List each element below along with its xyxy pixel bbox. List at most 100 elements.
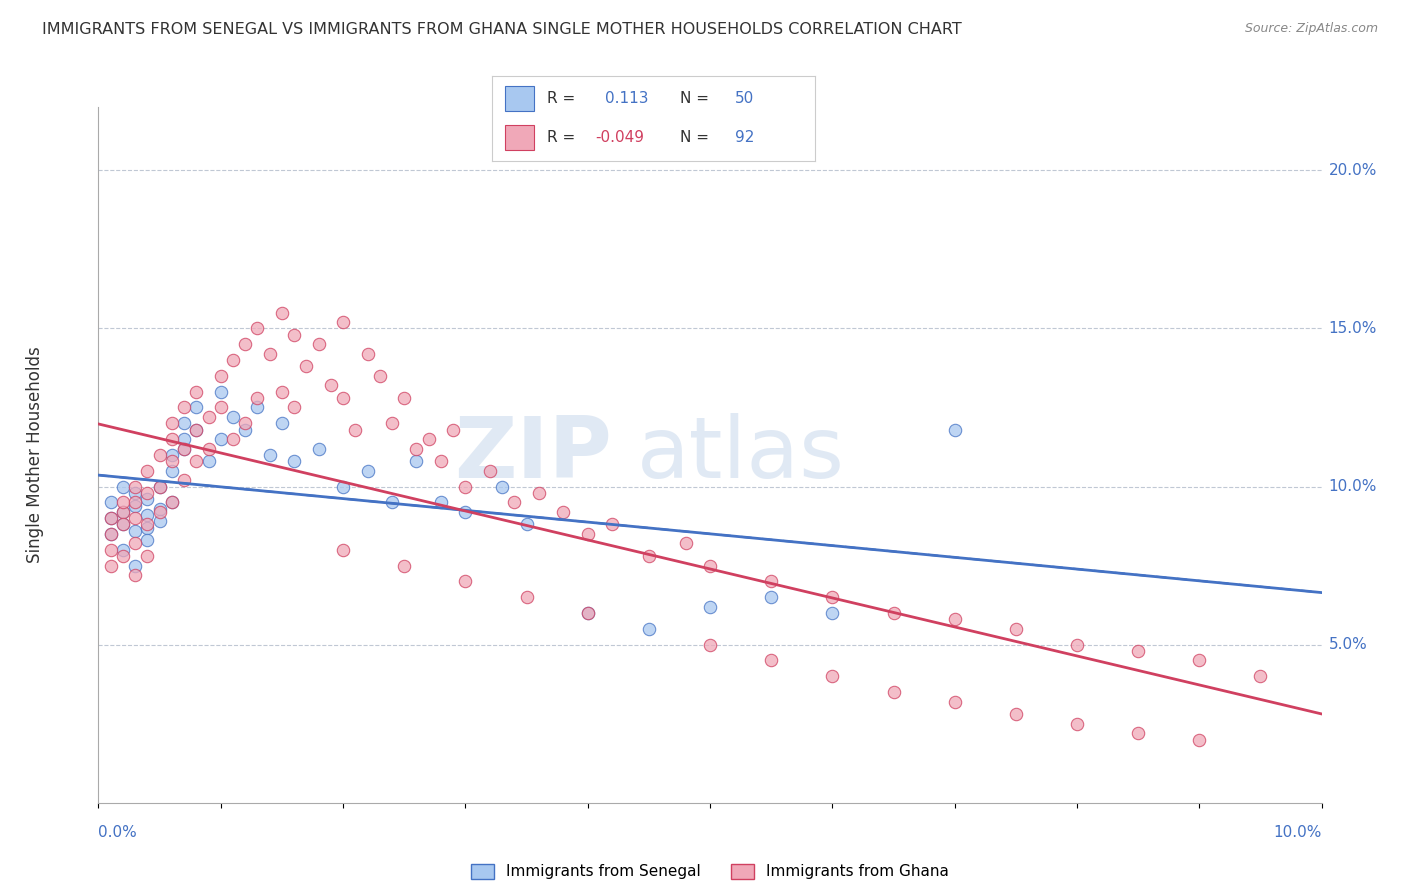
- Point: [405, 454, 427, 468]
- Point: [222, 432, 245, 446]
- Point: [111, 542, 134, 557]
- Point: [160, 417, 183, 431]
- Point: [332, 479, 354, 493]
- Point: [759, 574, 782, 589]
- Point: [392, 558, 416, 573]
- Text: 0.113: 0.113: [605, 91, 648, 106]
- Point: [136, 521, 159, 535]
- Point: [222, 353, 245, 368]
- Text: N =: N =: [679, 130, 709, 145]
- Point: [344, 423, 367, 437]
- Point: [491, 479, 513, 493]
- Point: [1249, 669, 1271, 683]
- Point: [332, 315, 354, 329]
- Point: [637, 622, 661, 636]
- Point: [430, 454, 453, 468]
- Point: [527, 486, 550, 500]
- Point: [111, 495, 134, 509]
- Point: [259, 347, 281, 361]
- Point: [100, 558, 122, 573]
- Point: [160, 495, 183, 509]
- Text: Source: ZipAtlas.com: Source: ZipAtlas.com: [1244, 22, 1378, 36]
- Point: [430, 495, 453, 509]
- Point: [246, 401, 269, 415]
- Point: [381, 417, 404, 431]
- Point: [1188, 653, 1211, 667]
- Point: [1004, 622, 1026, 636]
- Point: [100, 527, 122, 541]
- Point: [100, 542, 122, 557]
- Point: [100, 495, 122, 509]
- Point: [821, 591, 844, 605]
- Point: [1004, 707, 1026, 722]
- Point: [160, 464, 183, 478]
- Point: [332, 391, 354, 405]
- Point: [233, 337, 256, 351]
- Point: [124, 479, 146, 493]
- Point: [124, 486, 146, 500]
- Text: 0.0%: 0.0%: [98, 825, 138, 840]
- Legend: Immigrants from Senegal, Immigrants from Ghana: Immigrants from Senegal, Immigrants from…: [465, 857, 955, 886]
- Point: [1066, 716, 1088, 731]
- Point: [197, 409, 219, 424]
- Text: 20.0%: 20.0%: [1329, 163, 1376, 178]
- Point: [100, 527, 122, 541]
- Point: [124, 499, 146, 513]
- Point: [186, 423, 208, 437]
- Bar: [505, 86, 534, 112]
- Point: [160, 448, 183, 462]
- Point: [259, 448, 281, 462]
- Point: [319, 378, 342, 392]
- Point: [149, 514, 172, 528]
- Point: [124, 524, 146, 538]
- Point: [368, 368, 391, 383]
- Point: [1128, 644, 1150, 658]
- Point: [441, 423, 464, 437]
- Text: 10.0%: 10.0%: [1274, 825, 1322, 840]
- Point: [160, 495, 183, 509]
- Point: [186, 454, 208, 468]
- Point: [124, 568, 146, 582]
- Point: [270, 417, 292, 431]
- Point: [283, 401, 305, 415]
- Text: 92: 92: [734, 130, 754, 145]
- Point: [883, 685, 905, 699]
- Point: [308, 337, 330, 351]
- Point: [270, 305, 292, 319]
- Text: atlas: atlas: [637, 413, 845, 497]
- Text: 15.0%: 15.0%: [1329, 321, 1376, 336]
- Point: [943, 695, 966, 709]
- Point: [576, 606, 599, 620]
- Point: [136, 508, 159, 522]
- Text: 50: 50: [734, 91, 754, 106]
- Point: [516, 591, 538, 605]
- Point: [675, 536, 697, 550]
- Text: -0.049: -0.049: [596, 130, 644, 145]
- Point: [308, 442, 330, 456]
- Text: N =: N =: [679, 91, 709, 106]
- Point: [233, 423, 256, 437]
- Point: [381, 495, 404, 509]
- Text: IMMIGRANTS FROM SENEGAL VS IMMIGRANTS FROM GHANA SINGLE MOTHER HOUSEHOLDS CORREL: IMMIGRANTS FROM SENEGAL VS IMMIGRANTS FR…: [42, 22, 962, 37]
- Point: [100, 511, 122, 525]
- Point: [136, 492, 159, 507]
- Point: [160, 454, 183, 468]
- Point: [173, 401, 195, 415]
- Text: R =: R =: [547, 91, 585, 106]
- Point: [149, 501, 172, 516]
- Point: [197, 442, 219, 456]
- Point: [149, 479, 172, 493]
- Point: [699, 599, 721, 614]
- Text: Single Mother Households: Single Mother Households: [27, 347, 44, 563]
- Point: [186, 423, 208, 437]
- Point: [149, 479, 172, 493]
- Point: [246, 391, 269, 405]
- Point: [418, 432, 440, 446]
- Point: [173, 442, 195, 456]
- Point: [883, 606, 905, 620]
- Point: [233, 417, 256, 431]
- Point: [186, 384, 208, 399]
- Point: [759, 653, 782, 667]
- Point: [111, 549, 134, 563]
- Point: [283, 327, 305, 342]
